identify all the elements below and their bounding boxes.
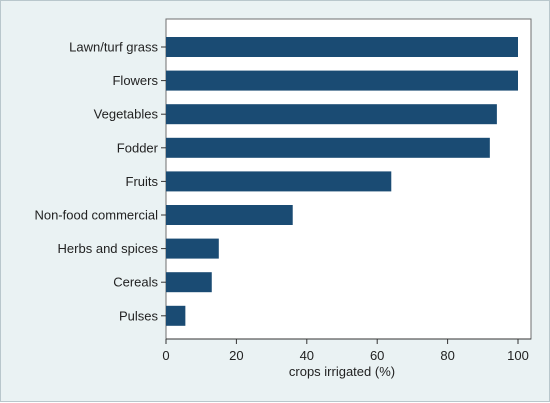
bar-cereals	[166, 272, 212, 293]
category-label-herbs-and-spices: Herbs and spices	[58, 241, 159, 256]
bar-pulses	[166, 305, 186, 326]
bar-fruits	[166, 171, 392, 192]
bar-herbs-and-spices	[166, 238, 219, 259]
category-label-vegetables: Vegetables	[94, 107, 159, 122]
x-axis-ticks: 0 20 40 60 80 100	[162, 339, 529, 363]
bars-layer	[166, 37, 518, 326]
category-label-non-food-commercial: Non-food commercial	[34, 208, 158, 223]
category-label-lawn-turf-grass: Lawn/turf grass	[69, 40, 158, 55]
category-label-fodder: Fodder	[117, 140, 159, 155]
bar-fodder	[166, 137, 490, 158]
x-axis-title: crops irrigated (%)	[289, 364, 395, 379]
x-tick-label-40: 40	[300, 348, 314, 363]
x-tick-label-20: 20	[229, 348, 243, 363]
x-tick-label-100: 100	[507, 348, 529, 363]
category-label-fruits: Fruits	[126, 174, 159, 189]
x-tick-label-60: 60	[370, 348, 384, 363]
bar-lawn-turf-grass	[166, 37, 518, 57]
bar-flowers	[166, 70, 518, 91]
x-tick-label-0: 0	[162, 348, 169, 363]
bar-vegetables	[166, 104, 497, 125]
category-label-pulses: Pulses	[119, 308, 159, 323]
category-labels: Lawn/turf grass Flowers Vegetables Fodder Fr…	[34, 40, 166, 323]
x-tick-label-80: 80	[440, 348, 454, 363]
category-label-cereals: Cereals	[113, 275, 158, 290]
bar-non-food-commercial	[166, 205, 293, 225]
category-label-flowers: Flowers	[112, 73, 158, 88]
